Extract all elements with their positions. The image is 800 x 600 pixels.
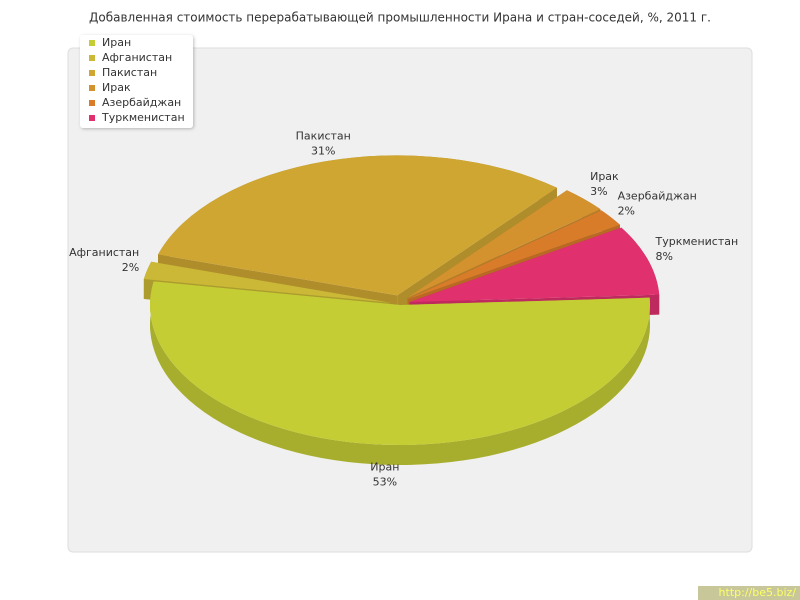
legend-label: Пакистан [102, 66, 157, 79]
legend-label: Ирак [102, 81, 131, 94]
slice-label: Иран [370, 461, 399, 474]
slice-value-label: 3% [590, 185, 607, 198]
watermark-bg [698, 586, 800, 600]
legend-label: Афганистан [102, 51, 172, 64]
legend-label: Туркменистан [101, 111, 185, 124]
legend: Иран Афганистан Пакистан Ирак Азербайджан Тур… [89, 36, 185, 124]
legend-swatch [89, 40, 95, 46]
slice-label: Афганистан [69, 246, 139, 259]
legend-swatch [89, 100, 95, 106]
slice [408, 210, 620, 300]
legend-swatch [89, 55, 95, 61]
watermark: http://be5.biz/ [719, 586, 797, 599]
slice-value-label: 8% [656, 250, 673, 263]
slice-value-label: 31% [311, 145, 335, 158]
slice [409, 227, 660, 302]
slice-label: Ирак [590, 170, 619, 183]
slice-label: Пакистан [296, 130, 351, 143]
slice [143, 261, 391, 303]
slice-label: Туркменистан [655, 235, 739, 248]
chart-title: Добавленная стоимость перерабатывающей п… [89, 11, 711, 25]
slice [150, 281, 650, 445]
legend-label: Азербайджан [102, 96, 181, 109]
legend-swatch [89, 85, 95, 91]
legend-label: Иран [102, 36, 131, 49]
slice-value-label: 2% [618, 205, 635, 218]
slice-value-label: 2% [122, 261, 139, 274]
legend-box [80, 35, 193, 128]
slice [158, 155, 557, 296]
slice [407, 190, 601, 298]
slice-value-label: 53% [373, 476, 397, 489]
pie: Иран 53% Афганистан 2% Пакистан 31% Ирак 3% Азер… [69, 130, 738, 489]
legend-swatch [89, 70, 95, 76]
slice-label: Азербайджан [618, 190, 697, 203]
legend-swatch [89, 115, 95, 121]
